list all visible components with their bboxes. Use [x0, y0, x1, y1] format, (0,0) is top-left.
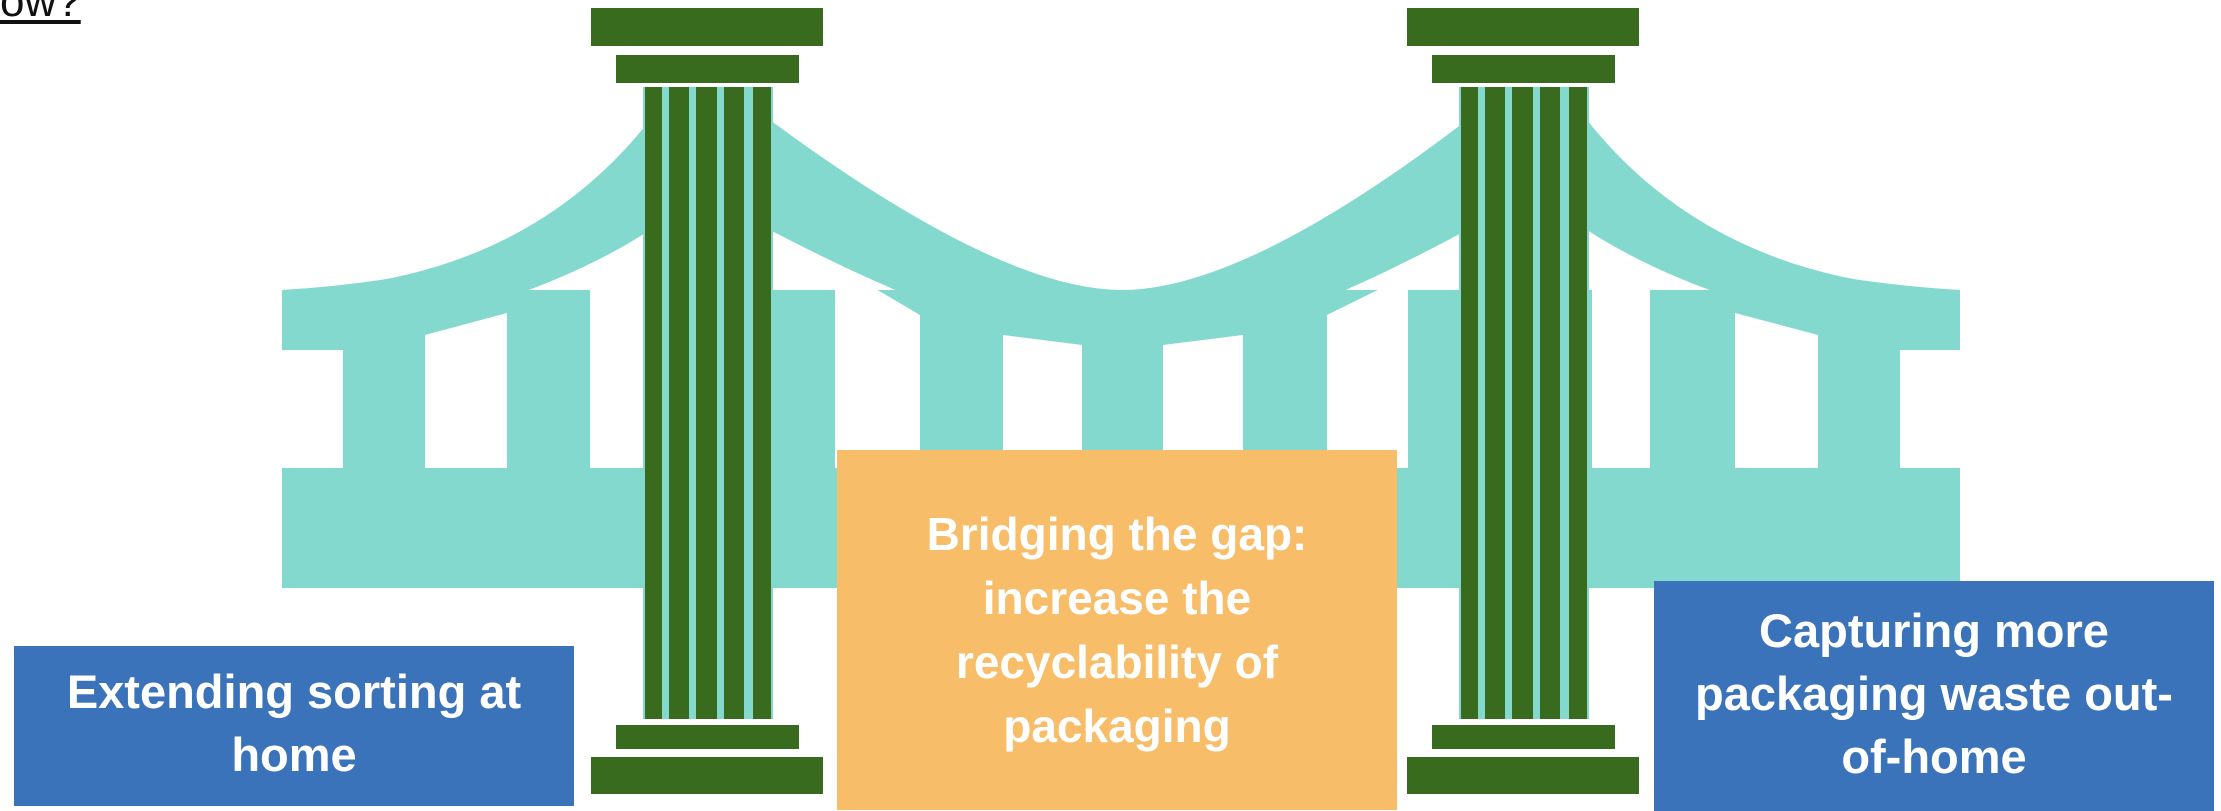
bridging-gap-box: Bridging the gap: increase the recyclabi…	[837, 450, 1397, 810]
slide-title-fragment: ow?	[0, 0, 81, 26]
capturing-waste-label: Capturing more packaging waste out-of-ho…	[1695, 604, 2173, 783]
left-column	[591, 8, 823, 794]
capturing-waste-box: Capturing more packaging waste out-of-ho…	[1654, 581, 2214, 811]
extending-sorting-label: Extending sorting at home	[66, 665, 522, 781]
bridge-illustration	[282, 8, 1960, 794]
extending-sorting-box: Extending sorting at home	[14, 646, 574, 806]
right-column	[1407, 8, 1639, 794]
bridging-gap-label: Bridging the gap: increase the recyclabi…	[926, 508, 1308, 752]
bridge-railing-gaps	[425, 250, 1818, 468]
